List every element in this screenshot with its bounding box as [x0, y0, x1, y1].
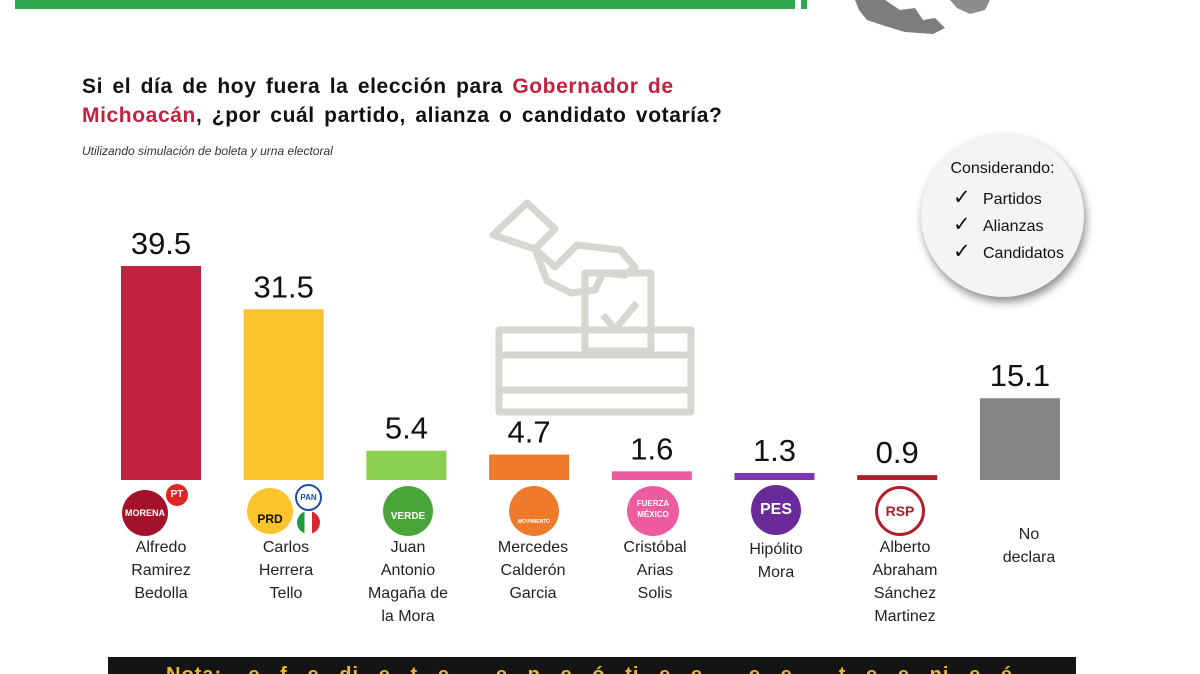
candidate-name-line: Garcia: [509, 585, 557, 602]
considering-item-candidatos: ✓ Candidatos: [953, 239, 1064, 263]
fuerza-mexico-logo-icon: FUERZA MÉXICO: [627, 486, 679, 536]
considering-item-alianzas: ✓ Alianzas: [953, 212, 1043, 236]
candidate-name-line: declara: [1002, 549, 1056, 566]
title-part2: , ¿por cuál partido, alianza o candidato…: [195, 104, 723, 127]
prd-logo-icon: PRD: [247, 488, 293, 534]
bar-6: [857, 475, 938, 480]
bar-value-label-7: 15.1: [990, 358, 1050, 393]
bar-value-label-5: 1.3: [753, 433, 796, 468]
bar-5: [734, 472, 815, 480]
chart-subtitle: Utilizando simulación de boleta y urna e…: [82, 144, 333, 158]
candidate-label-1: Carlos Herrera Tello: [221, 536, 351, 605]
bar-value-label-6: 0.9: [876, 435, 919, 470]
candidate-name-line: Sánchez: [873, 585, 937, 602]
candidate-name-line: Bedolla: [134, 585, 188, 602]
candidate-label-5: Hipólito Mora: [711, 538, 841, 584]
candidate-name-line: Herrera: [258, 562, 314, 579]
bar-value-label-3: 4.7: [508, 415, 551, 450]
candidate-name-line: Carlos: [262, 539, 310, 556]
footer-note-bar: Nota: ...e...f...e...di...e...t...e... .…: [108, 657, 1076, 674]
candidate-name-line: Alfredo: [135, 539, 187, 556]
bar-value-label-0: 39.5: [131, 226, 191, 261]
candidate-name-line: Alberto: [879, 539, 931, 556]
top-green-tick: [801, 0, 807, 9]
considering-item-partidos: ✓ Partidos: [953, 185, 1042, 209]
pt-logo-icon: PT: [166, 484, 188, 506]
top-green-bar: [15, 0, 795, 9]
considering-title: Considerando:: [950, 160, 1055, 177]
candidate-name-line: Magaña de: [367, 585, 449, 602]
title-highlight2: Michoacán: [82, 104, 196, 127]
candidate-label-7: No declara: [964, 523, 1094, 569]
bar-2: [366, 450, 447, 480]
candidate-label-3: Mercedes Calderón Garcia: [468, 536, 598, 605]
candidate-label-4: Cristóbal Arias Solis: [590, 536, 720, 605]
bar-value-label-2: 5.4: [385, 411, 428, 446]
pes-logo-icon: PES: [751, 485, 801, 535]
candidate-name-line: la Mora: [381, 608, 435, 625]
candidate-name-line: Martinez: [874, 608, 936, 625]
verde-logo-icon: VERDE: [383, 486, 433, 536]
pan-logo-icon: PAN: [295, 484, 322, 511]
candidate-label-2: Juan Antonio Magaña de la Mora: [343, 536, 473, 628]
check-icon: ✓: [953, 212, 971, 236]
title-part1: Si el día de hoy fuera la elección para: [82, 75, 513, 98]
bar-0: [121, 266, 201, 480]
candidate-name-line: Mercedes: [497, 539, 569, 556]
bar-1: [243, 309, 324, 480]
candidate-name-line: Hipólito: [749, 541, 803, 558]
prd-pan-pri-logo: PRD PAN: [247, 484, 327, 536]
check-icon: ✓: [953, 239, 971, 263]
candidate-name-line: No: [1018, 526, 1040, 543]
candidate-name-line: Antonio: [380, 562, 436, 579]
candidate-name-line: Juan: [390, 539, 426, 556]
candidate-label-6: Alberto Abraham Sánchez Martinez: [840, 536, 970, 628]
bar-4: [611, 471, 692, 480]
candidate-name-line: Calderón: [500, 562, 566, 579]
morena-pt-logo: MORENA PT: [122, 484, 192, 536]
candidate-name-line: Cristóbal: [623, 539, 687, 556]
candidate-name-line: Solis: [637, 585, 673, 602]
considering-item-label: Partidos: [983, 191, 1042, 208]
candidate-label-0: Alfredo Ramirez Bedolla: [96, 536, 226, 605]
bar-3: [489, 454, 570, 480]
rsp-logo-icon: RSP: [875, 486, 925, 536]
bar-value-label-1: 31.5: [254, 269, 314, 304]
ballot-box-watermark-icon: [489, 199, 695, 416]
chart-title: Si el día de hoy fuera la elección para …: [82, 72, 802, 130]
considering-item-label: Candidatos: [983, 245, 1064, 262]
footer-note-text: Nota: ...e...f...e...di...e...t...e... .…: [166, 664, 1013, 674]
considering-item-label: Alianzas: [983, 218, 1044, 235]
bar-7: [979, 398, 1060, 480]
candidate-name-line: Arias: [636, 562, 674, 579]
candidate-name-line: Abraham: [872, 562, 938, 579]
candidate-name-line: Ramirez: [131, 562, 191, 579]
candidate-name-line: Mora: [757, 564, 795, 581]
title-highlight1: Gobernador de: [512, 75, 674, 98]
candidate-name-line: Tello: [269, 585, 303, 602]
bar-value-label-4: 1.6: [630, 431, 673, 466]
state-map-icon: [855, 0, 990, 34]
movimiento-ciudadano-logo-icon: MOVIMIENTO CIUDADANO: [509, 486, 559, 597]
considering-circle: Considerando: ✓ Partidos ✓ Alianzas ✓ Candi…: [921, 134, 1084, 297]
check-icon: ✓: [953, 185, 971, 209]
morena-logo-icon: MORENA: [122, 490, 168, 536]
pri-logo-icon: [297, 511, 320, 534]
